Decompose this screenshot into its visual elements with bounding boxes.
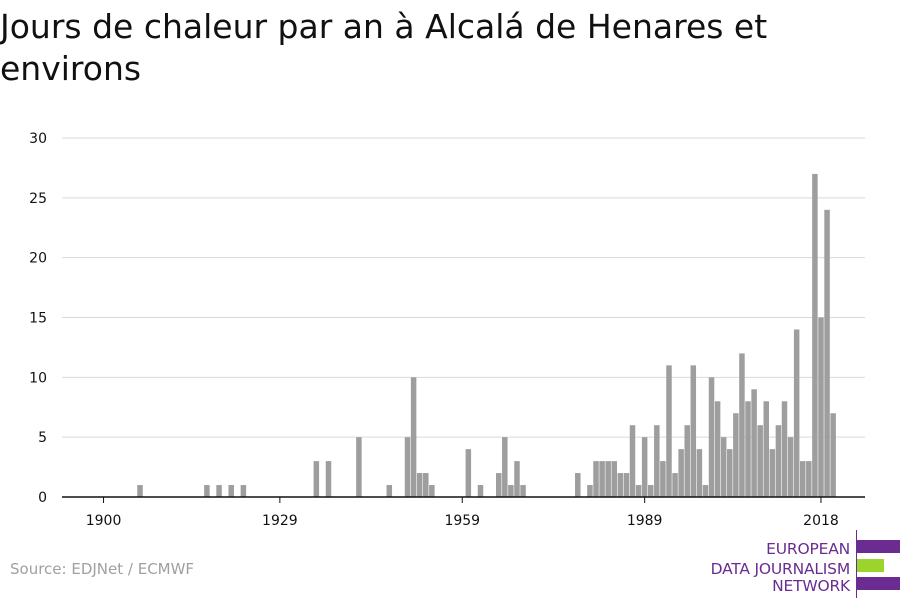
bar-2003 [727,449,733,497]
bar-1935 [313,461,320,497]
bar-1987 [629,425,636,497]
bar-1983 [605,461,611,497]
edjnet-logo[interactable]: EUROPEAN DATA JOURNALISM NETWORK [700,530,900,598]
bar-2007 [751,389,757,497]
chart-title: Jours de chaleur par an à Alcalá de Hena… [0,7,768,88]
bar-1960 [465,449,472,497]
bar-2004 [733,413,739,497]
bar-1950 [404,437,411,497]
source-note: Source: EDJNet / ECMWF [10,560,195,578]
y-tick-label: 25 [29,191,47,207]
bar-1906 [137,485,143,497]
bar-1937 [325,461,332,497]
bar-1981 [593,461,599,497]
y-tick-label: 30 [29,131,47,147]
bar-1984 [611,461,618,497]
bars [137,173,836,498]
brand-bar-purple-top [857,540,900,553]
bar-1986 [623,473,630,497]
x-tick-label: 2018 [803,513,839,529]
bar-1952 [416,473,423,497]
x-axis: 1900 1929 1959 1989 2018 [86,497,839,529]
bar-1994 [672,473,678,497]
brand-bar-green [857,559,884,572]
y-tick-label: 5 [38,430,47,446]
bar-1988 [635,485,642,497]
bar-1921 [228,485,234,497]
bar-1990 [647,485,654,497]
bar-1917 [204,485,210,497]
bar-1992 [660,461,666,497]
bar-2001 [714,401,721,497]
gridlines [62,137,865,438]
bar-1969 [520,485,526,497]
bar-2006 [745,401,751,497]
brand-line-3: NETWORK [772,577,850,595]
brand-line-1: EUROPEAN [766,540,850,558]
bar-1997 [690,365,697,497]
bar-1966 [502,437,508,497]
bar-2017 [812,173,818,497]
bar-1998 [696,449,703,497]
bar-2009 [763,401,770,497]
bar-1953 [423,473,429,497]
bar-1996 [684,425,690,497]
bar-2014 [793,329,800,497]
x-tick-label: 1989 [627,513,663,529]
bar-2008 [757,425,763,497]
x-tick-label: 1959 [444,513,480,529]
bar-1982 [599,461,605,497]
bar-2005 [739,353,745,497]
bar-1942 [356,437,362,497]
bar-1999 [702,485,709,497]
bar-2011 [775,425,782,497]
y-tick-label: 15 [29,311,47,327]
bar-1962 [477,485,484,497]
bar-1980 [587,485,593,497]
y-tick-label: 20 [29,251,47,267]
bar-2013 [787,437,794,497]
bar-1919 [216,485,222,497]
bar-1991 [654,425,660,497]
bar-1995 [678,449,684,497]
bar-1923 [240,485,247,497]
y-tick-label: 0 [38,490,47,506]
brand-line-2: DATA JOURNALISM [710,560,851,578]
bar-2010 [769,449,776,497]
bar-2015 [799,461,806,497]
bar-1954 [429,485,435,497]
bar-2016 [806,461,812,497]
bar-2012 [781,401,788,497]
y-tick-label: 10 [29,370,47,386]
bar-1947 [386,485,393,497]
bar-1951 [410,377,417,497]
bar-2019 [824,209,830,498]
x-tick-label: 1929 [262,513,298,529]
bar-2000 [708,377,715,497]
bar-1993 [666,365,672,497]
bar-1967 [508,485,514,497]
brand-divider [856,530,857,598]
bar-1985 [617,473,624,497]
bar-1978 [575,473,581,497]
x-tick-label: 1900 [86,513,122,529]
brand-bar-purple-bottom [857,577,900,590]
bar-2002 [720,437,727,497]
bar-2018 [818,317,824,497]
bar-2020 [830,413,836,497]
bar-1989 [641,437,648,497]
bar-1968 [514,461,520,497]
y-axis: 0 5 10 15 20 25 30 [29,131,47,506]
bar-1965 [495,473,502,497]
